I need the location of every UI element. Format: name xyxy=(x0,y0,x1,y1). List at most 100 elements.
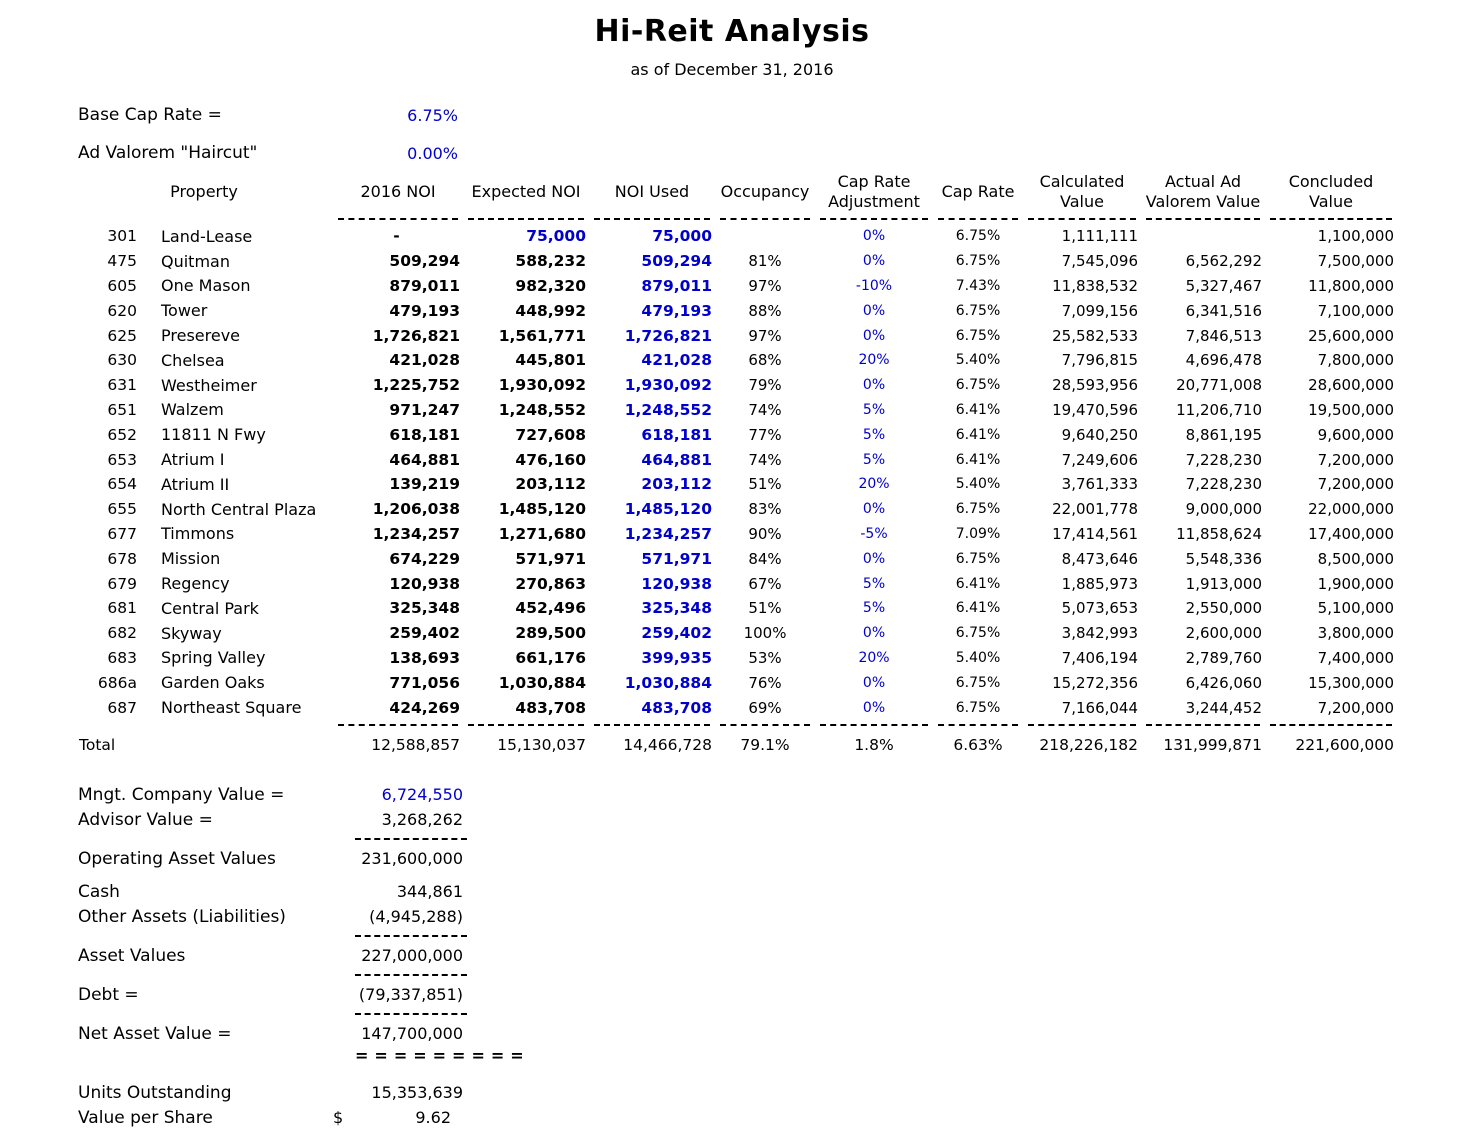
value-per-share-value: 9.62 xyxy=(415,1108,451,1127)
cell-2016-noi: 464,881 xyxy=(389,450,461,469)
col-header-cap-rate: Cap Rate xyxy=(941,182,1015,201)
table-row: 475 Quitman 509,294 588,232 509,294 81% 0% 6.75… xyxy=(75,249,1397,274)
cell-noi-used: 509,294 xyxy=(641,252,713,271)
asset-values-label: Asset Values xyxy=(78,945,186,966)
cell-cap-rate: 6.75% xyxy=(955,699,1001,716)
cell-cap-rate: 5.40% xyxy=(955,352,1001,369)
cell-concluded-value: 7,400,000 xyxy=(1317,648,1395,667)
separator-dash xyxy=(1270,218,1393,220)
cell-noi-used: 120,938 xyxy=(641,574,713,593)
table-row: 605 One Mason 879,011 982,320 879,011 97% -10%… xyxy=(75,274,1397,299)
table-row: 655 North Central Plaza 1,206,038 1,485,120… xyxy=(75,497,1397,522)
cell-cap-rate: 6.75% xyxy=(955,625,1001,642)
col-header-concluded-value-line1: Concluded xyxy=(1288,172,1374,191)
cell-actual-ad-valorem-value: 11,206,710 xyxy=(1176,400,1263,419)
cell-expected-noi: 982,320 xyxy=(515,276,587,295)
net-asset-value-row: Net Asset Value = 147,700,000 xyxy=(78,1021,463,1046)
other-assets-row: Other Assets (Liabilities) (4,945,288) xyxy=(78,904,463,929)
cell-concluded-value: 1,100,000 xyxy=(1317,227,1395,246)
cell-occupancy: 53% xyxy=(748,648,782,667)
cell-cap-rate: 6.75% xyxy=(955,674,1001,691)
cell-calculated-value: 7,099,156 xyxy=(1061,301,1139,320)
total-cap-rate: 6.63% xyxy=(953,735,1003,754)
cell-noi-used: 75,000 xyxy=(652,227,713,246)
cell-calculated-value: 11,838,532 xyxy=(1052,276,1139,295)
cell-actual-ad-valorem-value: 2,550,000 xyxy=(1185,599,1263,618)
cell-concluded-value: 7,200,000 xyxy=(1317,475,1395,494)
cell-property-name: North Central Plaza xyxy=(161,499,317,519)
table-header-row: Property 2016 NOI Expected NOI NOI Used … xyxy=(75,170,1397,214)
asset-values-value: 227,000,000 xyxy=(361,946,463,965)
operating-asset-values-value: 231,600,000 xyxy=(361,849,463,868)
cell-property-name: Tower xyxy=(161,301,208,321)
cell-expected-noi: 445,801 xyxy=(515,351,587,370)
cell-occupancy: 84% xyxy=(748,549,782,568)
col-header-actual-ad-valorem-line1: Actual Ad xyxy=(1165,172,1242,191)
cell-2016-noi: 259,402 xyxy=(389,624,461,643)
cell-concluded-value: 25,600,000 xyxy=(1308,326,1395,345)
total-actual-ad-valorem: 131,999,871 xyxy=(1163,735,1263,754)
cell-cap-rate: 6.75% xyxy=(955,253,1001,270)
separator-dash xyxy=(355,1013,467,1015)
separator-dash xyxy=(938,218,1019,220)
cell-property-name: Quitman xyxy=(161,251,230,271)
cell-cap-rate-adjustment: 0% xyxy=(862,302,886,319)
cell-calculated-value: 3,761,333 xyxy=(1061,475,1139,494)
cell-concluded-value: 3,800,000 xyxy=(1317,624,1395,643)
cell-cap-rate-adjustment: 5% xyxy=(862,600,886,617)
table-row: 683 Spring Valley 138,693 661,176 399,935 53%… xyxy=(75,646,1397,671)
cell-2016-noi: 771,056 xyxy=(389,673,461,692)
cell-concluded-value: 7,500,000 xyxy=(1317,252,1395,271)
cell-concluded-value: 7,200,000 xyxy=(1317,698,1395,717)
cell-cap-rate: 6.75% xyxy=(955,228,1001,245)
cell-property-id: 605 xyxy=(107,276,137,295)
cell-2016-noi: 971,247 xyxy=(389,400,461,419)
table-row: 679 Regency 120,938 270,863 120,938 67% 5% 6.41… xyxy=(75,571,1397,596)
cell-expected-noi: 203,112 xyxy=(515,475,587,494)
mngt-company-value-label: Mngt. Company Value = xyxy=(78,784,285,805)
cell-actual-ad-valorem-value: 7,228,230 xyxy=(1185,450,1263,469)
separator-dash xyxy=(468,218,585,220)
cell-cap-rate: 5.40% xyxy=(955,476,1001,493)
col-header-occupancy: Occupancy xyxy=(720,182,810,201)
cell-cap-rate: 6.41% xyxy=(955,575,1001,592)
cell-concluded-value: 15,300,000 xyxy=(1308,673,1395,692)
cell-cap-rate-adjustment: 0% xyxy=(862,501,886,518)
advisor-value-row: Advisor Value = 3,268,262 xyxy=(78,807,463,832)
cell-concluded-value: 1,900,000 xyxy=(1317,574,1395,593)
cash-value: 344,861 xyxy=(396,882,463,901)
cell-occupancy: 88% xyxy=(748,301,782,320)
cell-cap-rate: 6.41% xyxy=(955,401,1001,418)
cell-cap-rate: 6.41% xyxy=(955,451,1001,468)
cell-occupancy: 67% xyxy=(748,574,782,593)
col-header-concluded-value: Concluded Value xyxy=(1265,170,1397,214)
cell-property-name: Timmons xyxy=(161,524,235,544)
cell-calculated-value: 8,473,646 xyxy=(1061,549,1139,568)
cell-property-id: 653 xyxy=(107,450,137,469)
cell-property-name: Presereve xyxy=(161,326,240,346)
cell-property-name: Atrium II xyxy=(161,474,230,494)
cell-expected-noi: 483,708 xyxy=(515,698,587,717)
separator-dash xyxy=(938,723,1019,726)
cell-calculated-value: 5,073,653 xyxy=(1061,599,1139,618)
cell-calculated-value: 1,885,973 xyxy=(1061,574,1139,593)
value-per-share-label: Value per Share xyxy=(78,1107,213,1128)
cell-calculated-value: 15,272,356 xyxy=(1052,673,1139,692)
base-cap-rate-row: Base Cap Rate = 6.75% xyxy=(78,96,458,134)
cell-property-id: 652 xyxy=(107,425,137,444)
cell-actual-ad-valorem-value: 8,861,195 xyxy=(1185,425,1263,444)
assumptions-block: Base Cap Rate = 6.75% Ad Valorem "Haircu… xyxy=(78,96,458,172)
table-row: 631 Westheimer 1,225,752 1,930,092 1,930,092… xyxy=(75,373,1397,398)
cell-cap-rate-adjustment: -5% xyxy=(860,525,888,542)
cell-calculated-value: 7,406,194 xyxy=(1061,648,1139,667)
col-header-noi-used: NOI Used xyxy=(614,182,690,201)
cell-cap-rate: 7.43% xyxy=(955,277,1001,294)
cell-noi-used: 421,028 xyxy=(641,351,713,370)
cell-property-id: 682 xyxy=(107,624,137,643)
col-header-calculated-value: Calculated Value xyxy=(1023,170,1141,214)
cell-2016-noi: 618,181 xyxy=(389,425,461,444)
total-label: Total xyxy=(79,735,116,754)
cell-noi-used: 1,030,884 xyxy=(624,673,713,692)
cell-noi-used: 464,881 xyxy=(641,450,713,469)
cell-occupancy: 51% xyxy=(748,599,782,618)
